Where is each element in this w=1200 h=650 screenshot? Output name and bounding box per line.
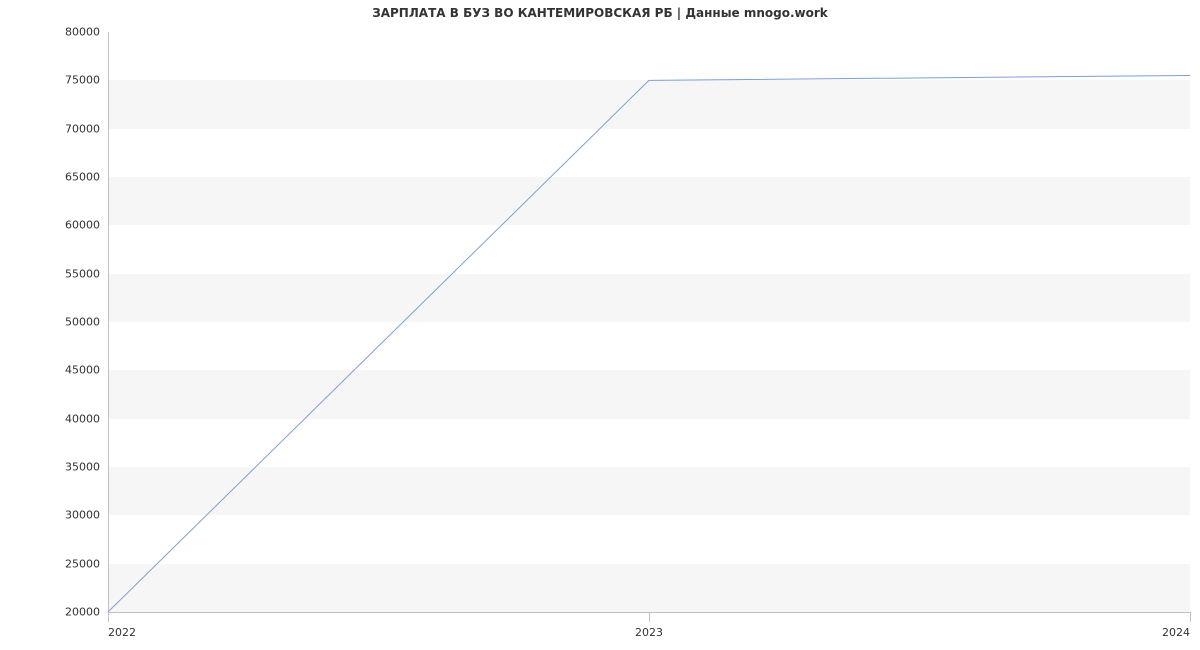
y-tick-label: 50000 [40,316,100,329]
y-tick-label: 25000 [40,557,100,570]
y-tick-label: 80000 [40,26,100,39]
salary-line-chart: ЗАРПЛАТА В БУЗ ВО КАНТЕМИРОВСКАЯ РБ | Да… [0,0,1200,650]
x-tick-mark [649,612,650,622]
y-tick-label: 20000 [40,606,100,619]
x-tick-label: 2024 [1162,626,1190,639]
y-tick-label: 55000 [40,267,100,280]
y-tick-label: 70000 [40,122,100,135]
x-tick-label: 2023 [635,626,663,639]
y-tick-label: 65000 [40,171,100,184]
series-line-salary [108,76,1190,613]
x-tick-label: 2022 [108,626,136,639]
chart-title: ЗАРПЛАТА В БУЗ ВО КАНТЕМИРОВСКАЯ РБ | Да… [0,6,1200,20]
y-tick-label: 30000 [40,509,100,522]
plot-area: 2000025000300003500040000450005000055000… [108,32,1190,612]
y-tick-label: 40000 [40,412,100,425]
y-tick-label: 45000 [40,364,100,377]
series-layer [108,32,1190,612]
y-tick-label: 75000 [40,74,100,87]
x-tick-mark [1190,612,1191,622]
x-tick-mark [108,612,109,622]
y-tick-label: 60000 [40,219,100,232]
y-tick-label: 35000 [40,461,100,474]
